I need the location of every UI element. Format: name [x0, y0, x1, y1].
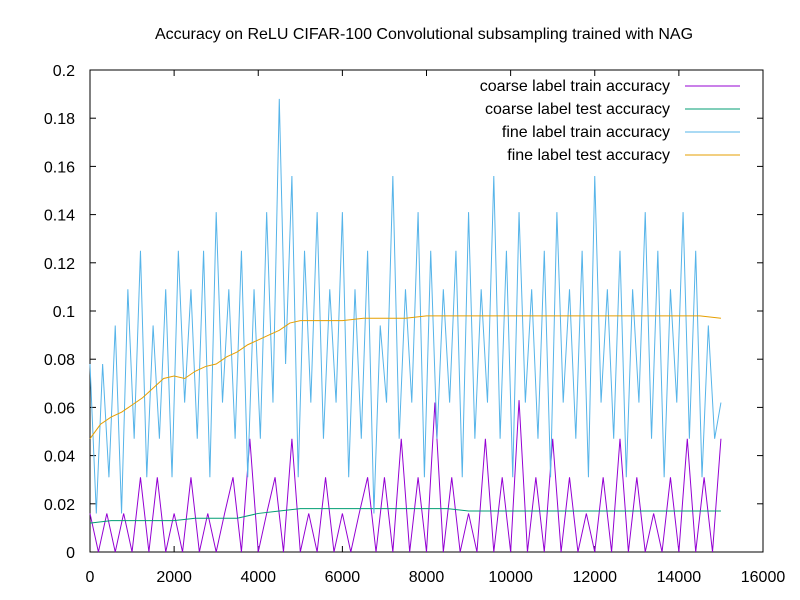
x-axis: 0 2000 4000 6000 8000 10000 12000 14000 16000 — [86, 70, 786, 586]
x-tick-label: 16000 — [741, 569, 786, 586]
legend-label: coarse label train accuracy — [480, 78, 670, 95]
x-tick-label: 4000 — [240, 569, 276, 586]
legend-label: fine label test accuracy — [507, 147, 670, 164]
series-line-coarse-label-train-accuracy — [89, 400, 722, 553]
y-tick-label: 0 — [66, 545, 75, 562]
y-tick-label: 0.16 — [44, 159, 75, 176]
x-tick-label: 8000 — [409, 569, 445, 586]
legend-label: coarse label test accuracy — [485, 101, 670, 118]
y-axis: 0 0.02 0.04 0.06 0.08 0.1 0.12 0.14 0.16 0.18 0.2 — [44, 63, 763, 562]
y-tick-label: 0.04 — [44, 449, 75, 466]
x-tick-label: 0 — [86, 569, 95, 586]
chart-title: Accuracy on ReLU CIFAR-100 Convolutional… — [155, 26, 693, 43]
series-lines — [89, 98, 722, 553]
y-tick-label: 0.18 — [44, 111, 75, 128]
y-tick-label: 0.2 — [53, 63, 75, 80]
legend-label: fine label train accuracy — [502, 124, 670, 141]
series-line-fine-label-test-accuracy — [89, 315, 721, 440]
x-tick-label: 12000 — [573, 569, 618, 586]
x-tick-label: 2000 — [156, 569, 192, 586]
series-line-coarse-label-test-accuracy — [89, 508, 721, 524]
x-tick-label: 14000 — [657, 569, 702, 586]
y-tick-label: 0.02 — [44, 497, 75, 514]
y-tick-label: 0.12 — [44, 256, 75, 273]
y-tick-label: 0.08 — [44, 352, 75, 369]
series-line-fine-label-train-accuracy — [89, 98, 722, 514]
legend: coarse label train accuracy coarse label … — [480, 78, 740, 164]
y-tick-label: 0.06 — [44, 400, 75, 417]
y-tick-label: 0.1 — [53, 304, 75, 321]
x-tick-label: 6000 — [325, 569, 361, 586]
x-tick-label: 10000 — [488, 569, 533, 586]
y-tick-label: 0.14 — [44, 208, 75, 225]
